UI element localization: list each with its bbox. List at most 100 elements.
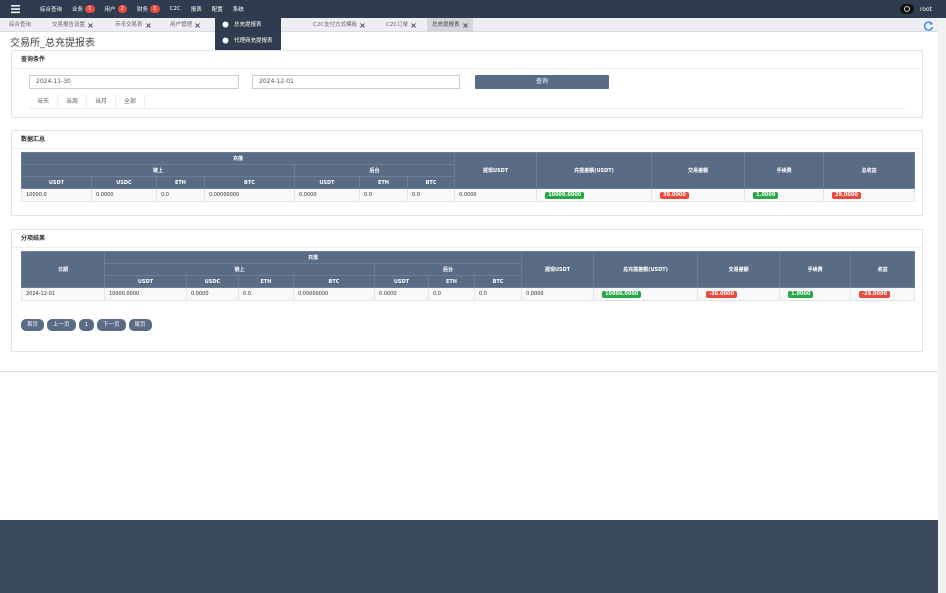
tab[interactable]: 综合查询 — [4, 18, 36, 32]
page-button[interactable]: 上一页 — [47, 319, 76, 331]
tab-label[interactable]: 币币交易表 — [115, 22, 143, 28]
page-button[interactable]: 1 — [78, 319, 95, 331]
tab[interactable]: C2C支付方式模板 — [308, 18, 370, 32]
menu-toggle[interactable] — [0, 0, 30, 18]
cell-text: 0.0000 — [191, 291, 209, 297]
range-button[interactable]: 当月 — [87, 95, 116, 108]
range-button[interactable]: 当天 — [29, 95, 58, 108]
cell-text: 0.00000000 — [209, 192, 240, 198]
chat-icon[interactable] — [899, 4, 914, 14]
cell: 0.0000 — [374, 287, 429, 301]
cell: 10000.0000 — [104, 287, 187, 301]
menu-item[interactable]: 代理商充提报表 — [215, 32, 281, 48]
nav-label[interactable]: 综合查询 — [40, 7, 63, 13]
nav-item[interactable]: C2C — [170, 5, 181, 13]
top-nav: 综合查询 业务 1 用户 2 财务 1 C2C 报表 配置 系统 root — [0, 0, 946, 18]
cell: 0.0000 — [454, 188, 538, 202]
start-date[interactable]: 2024-11-30 — [29, 75, 239, 89]
refresh-icon[interactable] — [924, 21, 934, 31]
table-body: 2024-12-01 10000.0000 0.0000 0.0 0.00000000 0… — [21, 287, 916, 301]
nav-label[interactable]: C2C — [169, 6, 181, 12]
nav-label[interactable]: 业务 — [72, 7, 84, 13]
summary-panel: 数据汇总 充值 提现USDT 充提差额(USDT) 交易差额 手续费 总收益 链上 后台 USD… — [11, 130, 923, 216]
tab-label[interactable]: 总充提报表 — [432, 22, 460, 28]
menu-item[interactable]: 总充提报表 — [215, 16, 281, 32]
tab-close[interactable] — [462, 22, 468, 28]
tab-label[interactable]: 综合查询 — [9, 22, 32, 28]
nav-item[interactable]: 配置 — [212, 5, 223, 13]
tab-close[interactable] — [360, 22, 366, 28]
cell: 0.0000 — [91, 188, 157, 202]
cell-text: 0.0 — [364, 192, 372, 198]
page-button[interactable]: 下一页 — [97, 319, 126, 331]
tab[interactable]: C2C订单 — [381, 18, 421, 32]
range-button[interactable]: 当周 — [58, 95, 87, 108]
cell-text: 10000.0 — [26, 192, 47, 198]
tab-label[interactable]: 用户管理 — [170, 22, 193, 28]
menu-label[interactable]: 代理商充提报表 — [234, 38, 273, 44]
column-header: USDC — [186, 275, 239, 288]
tab-label[interactable]: C2C订单 — [386, 22, 409, 28]
column-header: 提现USDT — [521, 251, 595, 288]
nav-item[interactable]: 业务 1 — [72, 5, 95, 13]
value-badge: 1.0000 — [788, 290, 814, 298]
page-button[interactable]: 首页 — [21, 319, 45, 331]
column-header: 提现USDT — [454, 152, 538, 189]
nav-item[interactable]: 系统 — [233, 5, 244, 13]
cell: 0.0000 — [186, 287, 239, 301]
cell: 10000.0 — [21, 188, 92, 202]
tab-label[interactable]: C2C支付方式模板 — [313, 22, 358, 28]
tab-close[interactable] — [88, 22, 93, 28]
cell-text: 10000.0000 — [109, 291, 140, 297]
column-header: BTC — [204, 176, 295, 189]
cell-text: 0.0 — [412, 192, 420, 198]
cell: -30.0000 — [697, 287, 781, 301]
menu-label[interactable]: 总充提报表 — [234, 22, 262, 28]
range-buttons: 当天 当周 当月 全部 — [29, 95, 905, 109]
tab-label[interactable]: 交易报告设置 — [52, 22, 86, 28]
detail-panel: 分项结果 日期 充值 提现USDT 总充提差额(USDT) 交易差额 手续费 收益 链上 后台 U… — [11, 229, 923, 352]
page-title: 交易所_总充提报表 — [10, 38, 95, 49]
nav-label[interactable]: 配置 — [211, 7, 223, 13]
end-date[interactable]: 2024-12-01 — [252, 75, 460, 89]
nav-label[interactable]: 用户 — [104, 7, 116, 13]
column-header: 交易差额 — [697, 251, 781, 288]
nav-item[interactable]: 财务 1 — [137, 5, 160, 13]
data-row: 10000.0 0.0000 0.0 0.00000000 0.0000 0.0 0.0 0.… — [21, 188, 916, 202]
cell: 0.0 — [238, 287, 294, 301]
cell: 0.0 — [428, 287, 475, 301]
user-area[interactable]: root — [899, 4, 932, 14]
nav-label[interactable]: 系统 — [232, 7, 244, 13]
cell-text: 0.0000 — [459, 192, 477, 198]
nav-item[interactable]: 综合查询 — [40, 5, 62, 13]
tab-bar: 综合查询 交易报告设置 币币交易表 用户管理 C2C支付方式模板 C2C订单 总充提报表 — [0, 18, 946, 32]
panel-title: 查询条件 — [12, 51, 922, 69]
table-head: 日期 充值 提现USDT 总充提差额(USDT) 交易差额 手续费 收益 链上 后台 USDT US… — [21, 251, 916, 288]
cell: 29.0000 — [823, 188, 916, 202]
cell: 0.00000000 — [293, 287, 375, 301]
column-header: USDC — [91, 176, 157, 189]
column-header: 收益 — [850, 251, 916, 288]
nav-label[interactable]: 财务 — [137, 7, 149, 13]
query-button[interactable]: 查询 — [475, 75, 609, 89]
tab-close[interactable] — [411, 22, 417, 28]
tab[interactable]: 交易报告设置 — [47, 18, 98, 32]
tab-close[interactable] — [145, 22, 151, 28]
subgroup-header: 链上 — [21, 164, 295, 177]
value-badge: 29.0000 — [832, 191, 861, 199]
nav-item[interactable]: 用户 2 — [105, 5, 128, 13]
tab-close[interactable] — [195, 22, 200, 28]
cell: 1.0000 — [744, 188, 825, 202]
column-header: USDT — [374, 275, 429, 288]
tab[interactable]: 总充提报表 — [427, 18, 473, 32]
tab[interactable]: 用户管理 — [165, 18, 205, 32]
nav-label[interactable]: 报表 — [190, 7, 202, 13]
footer — [0, 520, 938, 593]
scrollbar — [938, 18, 946, 593]
tab[interactable]: 币币交易表 — [110, 18, 156, 32]
nav-item[interactable]: 报表 — [191, 5, 202, 13]
page-button[interactable]: 尾页 — [128, 319, 152, 331]
user-name[interactable]: root — [919, 5, 932, 13]
range-button[interactable]: 全部 — [116, 95, 145, 108]
data-row: 2024-12-01 10000.0000 0.0000 0.0 0.00000000 0… — [21, 287, 916, 301]
